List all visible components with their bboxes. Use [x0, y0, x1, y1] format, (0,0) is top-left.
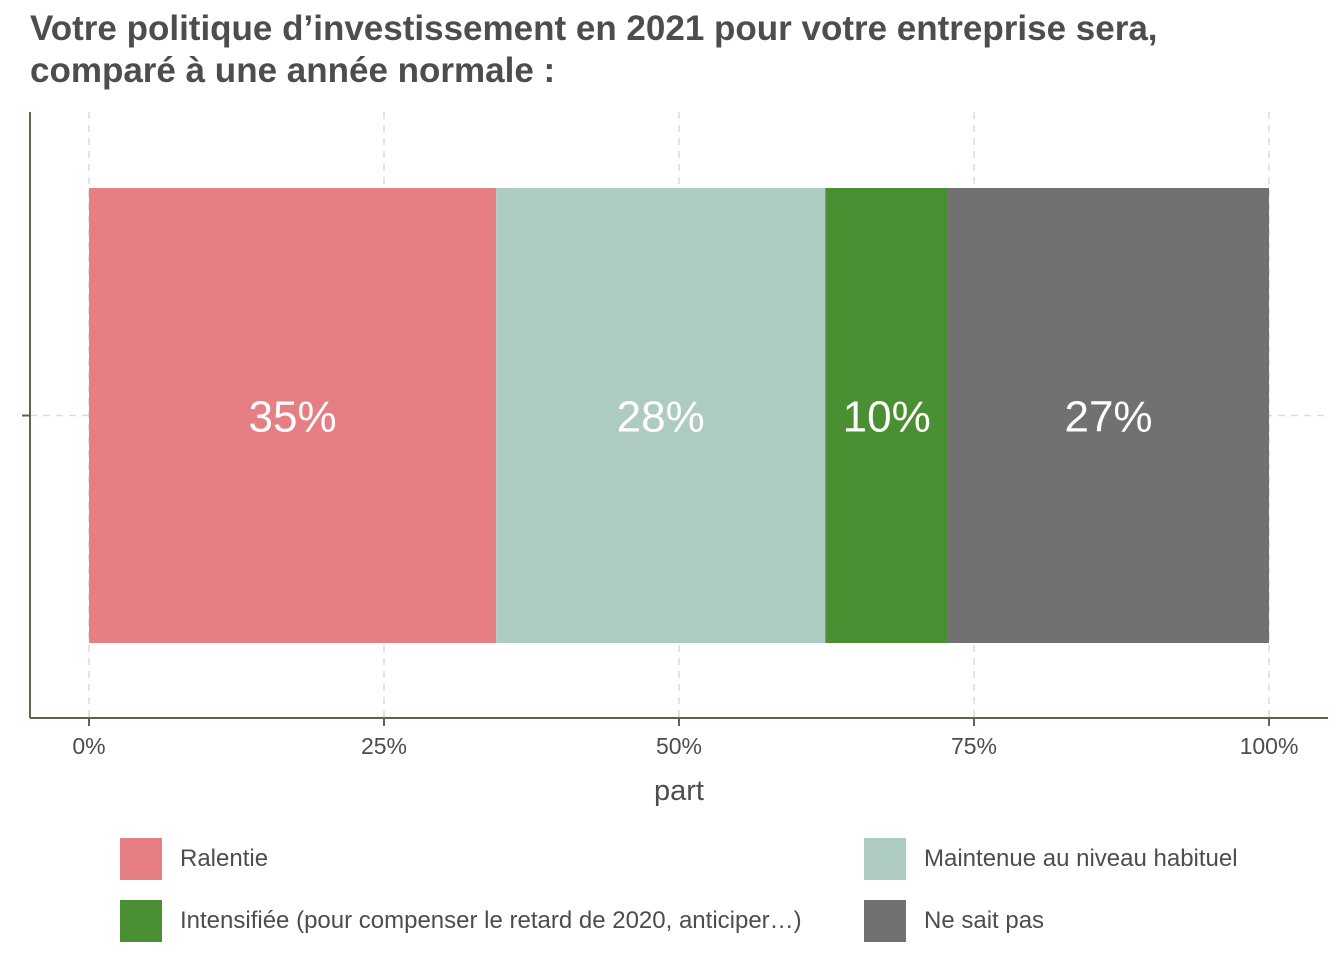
- legend-label-intensifiee: Intensifiée (pour compenser le retard de…: [180, 907, 802, 934]
- bar-segment-2: [825, 188, 949, 643]
- axes: 0% 25% 50% 75% 100%: [22, 112, 1328, 759]
- chart-title-line-2: comparé à une année normale :: [30, 51, 556, 90]
- legend-swatch-ne-sait-pas: [864, 900, 906, 942]
- legend-item-maintenue: Maintenue au niveau habituel: [864, 837, 1238, 881]
- legend-item-ne-sait-pas: Ne sait pas: [864, 899, 1044, 943]
- legend-label-ne-sait-pas: Ne sait pas: [924, 907, 1045, 934]
- legend-swatch-intensifiee: [120, 900, 162, 942]
- bar-segment-0: [89, 188, 497, 643]
- legend-swatch-maintenue: [864, 838, 906, 880]
- x-tick-label-4: 100%: [1240, 733, 1299, 759]
- legend-swatch-ralentie: [120, 838, 162, 880]
- x-tick-label-3: 75%: [951, 733, 997, 759]
- legend-item-ralentie: Ralentie: [120, 837, 268, 881]
- bar-value-label-0: 35%: [249, 393, 337, 442]
- x-tick-label-1: 25%: [361, 733, 407, 759]
- legend-label-maintenue: Maintenue au niveau habituel: [924, 845, 1238, 872]
- chart-title-line-1: Votre politique d’investissement en 2021…: [30, 9, 1158, 48]
- bar-segment-1: [496, 188, 826, 643]
- bar-segment-3: [948, 188, 1269, 643]
- bar-value-label-2: 10%: [843, 393, 931, 442]
- chart-title: Votre politique d’investissement en 2021…: [30, 8, 1330, 92]
- x-tick-label-0: 0%: [72, 733, 105, 759]
- bar-labels: 35% 28% 10% 27%: [249, 393, 1153, 442]
- bar-value-label-1: 28%: [617, 393, 705, 442]
- bar-value-label-3: 27%: [1064, 393, 1152, 442]
- bar-segments: [89, 188, 1269, 643]
- x-axis-title: part: [654, 775, 704, 807]
- legend-item-intensifiee: Intensifiée (pour compenser le retard de…: [120, 899, 802, 943]
- legend-label-ralentie: Ralentie: [180, 845, 269, 872]
- x-tick-label-2: 50%: [656, 733, 702, 759]
